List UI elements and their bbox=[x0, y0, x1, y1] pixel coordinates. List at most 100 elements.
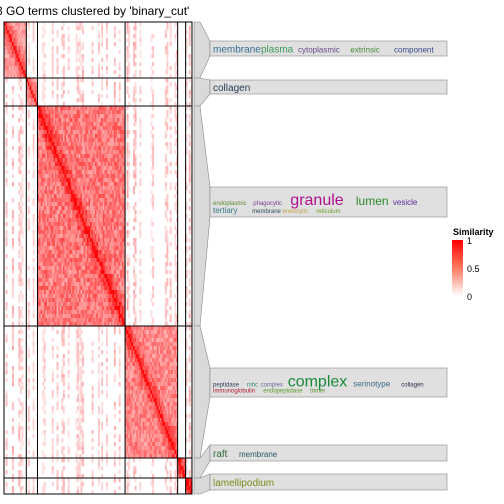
heatmap-cell bbox=[43, 194, 46, 199]
heatmap-cell bbox=[18, 58, 21, 63]
heatmap-cell bbox=[23, 50, 26, 55]
heatmap-cell bbox=[88, 218, 91, 223]
heatmap-cell bbox=[90, 262, 92, 267]
heatmap-cell bbox=[113, 302, 116, 307]
heatmap-cell bbox=[105, 230, 108, 235]
heatmap-cell bbox=[21, 110, 24, 115]
heatmap-cell bbox=[83, 282, 86, 287]
heatmap-cell bbox=[126, 58, 129, 63]
heatmap-cell bbox=[53, 122, 56, 127]
heatmap-cell bbox=[107, 214, 110, 219]
heatmap-cell bbox=[42, 94, 45, 99]
heatmap-cell bbox=[120, 298, 123, 303]
heatmap-cell bbox=[128, 142, 131, 147]
heatmap-cell bbox=[101, 270, 104, 275]
heatmap-cell bbox=[82, 214, 84, 219]
heatmap-cell bbox=[142, 358, 145, 363]
heatmap-cell bbox=[72, 146, 75, 151]
heatmap-cell bbox=[39, 322, 41, 327]
heatmap-cell bbox=[99, 254, 102, 259]
heatmap-cell bbox=[152, 246, 155, 251]
heatmap-cell bbox=[82, 170, 84, 175]
heatmap-cell bbox=[94, 158, 97, 163]
heatmap-cell bbox=[32, 174, 35, 179]
heatmap-cell bbox=[54, 278, 57, 283]
heatmap-cell bbox=[98, 334, 100, 339]
heatmap-cell bbox=[142, 342, 145, 347]
heatmap-cell bbox=[115, 274, 118, 279]
heatmap-cell bbox=[27, 50, 30, 55]
heatmap-cell bbox=[5, 126, 8, 131]
heatmap-cell bbox=[56, 214, 59, 219]
heatmap-cell bbox=[80, 286, 83, 291]
heatmap-cell bbox=[117, 106, 120, 111]
heatmap-cell bbox=[51, 298, 54, 303]
heatmap-cell bbox=[88, 310, 91, 315]
heatmap-cell bbox=[77, 322, 80, 327]
heatmap-cell bbox=[64, 306, 67, 311]
heatmap-cell bbox=[64, 290, 67, 295]
heatmap-cell bbox=[75, 322, 78, 327]
heatmap-cell bbox=[59, 286, 62, 291]
heatmap-cell bbox=[62, 214, 65, 219]
heatmap-cell bbox=[174, 54, 177, 59]
heatmap-cell bbox=[67, 282, 70, 287]
heatmap-cell bbox=[47, 126, 49, 131]
heatmap-cell bbox=[150, 46, 153, 51]
heatmap-cell bbox=[133, 150, 135, 155]
heatmap-cell bbox=[39, 198, 41, 203]
heatmap-cell bbox=[136, 362, 139, 367]
heatmap-cell bbox=[105, 142, 108, 147]
heatmap-cell bbox=[126, 194, 129, 199]
heatmap-cell bbox=[69, 266, 72, 271]
heatmap-cell bbox=[86, 270, 89, 275]
heatmap-cell bbox=[102, 214, 105, 219]
heatmap-cell bbox=[134, 98, 137, 103]
heatmap-cell bbox=[64, 302, 67, 307]
heatmap-cell bbox=[107, 130, 110, 135]
heatmap-cell bbox=[80, 210, 83, 215]
heatmap-cell bbox=[27, 26, 30, 31]
heatmap-cell bbox=[169, 270, 172, 275]
heatmap-cell bbox=[169, 118, 172, 123]
heatmap-cell bbox=[78, 234, 81, 239]
heatmap-cell bbox=[160, 334, 163, 339]
heatmap-cell bbox=[123, 194, 126, 199]
heatmap-cell bbox=[101, 110, 104, 115]
heatmap-cell bbox=[120, 178, 123, 183]
heatmap-cell bbox=[91, 202, 94, 207]
heatmap-cell bbox=[47, 122, 49, 127]
heatmap-cell bbox=[69, 298, 72, 303]
heatmap-cell bbox=[155, 362, 158, 367]
heatmap-cell bbox=[48, 298, 51, 303]
heatmap-cell bbox=[104, 322, 107, 327]
heatmap-cell bbox=[120, 238, 123, 243]
heatmap-cell bbox=[48, 238, 51, 243]
heatmap-cell bbox=[58, 286, 61, 291]
heatmap-cell bbox=[39, 118, 41, 123]
heatmap-cell bbox=[133, 310, 135, 315]
heatmap-cell bbox=[54, 294, 57, 299]
heatmap-cell bbox=[70, 258, 73, 263]
heatmap-cell bbox=[115, 174, 118, 179]
heatmap-cell bbox=[54, 242, 57, 247]
heatmap-cell bbox=[91, 142, 94, 147]
heatmap-cell bbox=[96, 146, 99, 151]
heatmap-cell bbox=[88, 118, 91, 123]
heatmap-cell bbox=[152, 342, 155, 347]
heatmap-cell bbox=[82, 234, 84, 239]
heatmap-cell bbox=[176, 154, 178, 159]
heatmap-cell bbox=[123, 310, 126, 315]
heatmap-cell bbox=[125, 330, 127, 335]
heatmap-cell bbox=[112, 258, 115, 263]
heatmap-cell bbox=[43, 70, 46, 75]
heatmap-cell bbox=[10, 30, 13, 35]
heatmap-cell bbox=[58, 270, 61, 275]
heatmap-cell bbox=[174, 170, 177, 175]
heatmap-cell bbox=[47, 246, 49, 251]
heatmap-cell bbox=[123, 250, 126, 255]
heatmap-cell bbox=[29, 78, 32, 83]
heatmap-cell bbox=[190, 226, 193, 231]
heatmap-cell bbox=[91, 50, 94, 55]
heatmap-cell bbox=[70, 242, 73, 247]
